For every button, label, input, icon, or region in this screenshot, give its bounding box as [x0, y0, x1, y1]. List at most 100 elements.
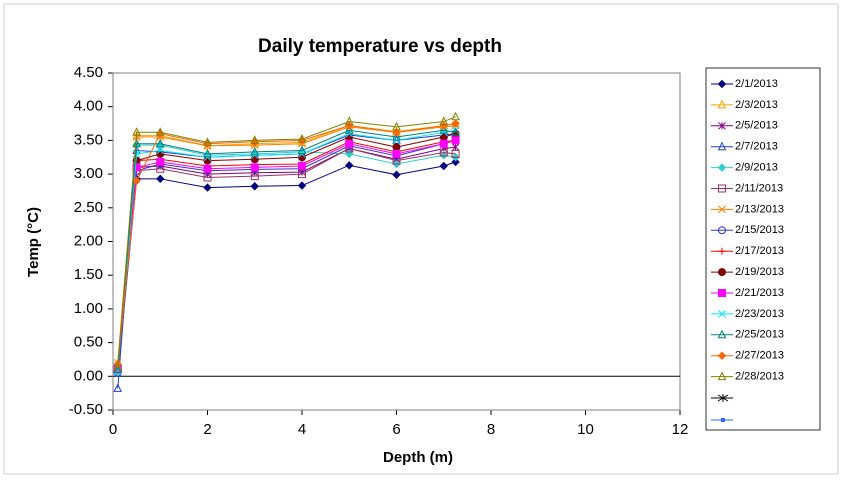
legend-label: 2/15/2013: [735, 224, 784, 236]
series-line: [117, 123, 456, 365]
legend-label: 2/9/2013: [735, 162, 778, 174]
legend-marker: [717, 99, 727, 109]
data-point: [451, 127, 460, 136]
legend-label: 2/7/2013: [735, 141, 778, 153]
data-point: [392, 143, 401, 152]
data-point: [113, 362, 123, 372]
data-point: [203, 164, 212, 173]
data-point: [113, 364, 123, 374]
legend-marker: [718, 289, 726, 297]
data-point: [298, 162, 306, 171]
data-point: [392, 149, 401, 158]
data-point: [297, 133, 307, 143]
chart-frame: [3, 3, 839, 475]
x-tick-label: 2: [203, 421, 211, 438]
legend-marker: [717, 371, 727, 381]
legend-label: 2/1/2013: [735, 78, 778, 90]
data-point: [345, 161, 354, 170]
data-point: [156, 157, 165, 166]
data-point: [203, 137, 212, 146]
series-line: [117, 139, 456, 373]
y-tick-label: 1.00: [74, 300, 103, 317]
series-line: [117, 161, 456, 373]
data-point: [297, 145, 307, 155]
legend-marker: [718, 121, 726, 130]
series-line: [117, 139, 456, 370]
data-point: [250, 163, 259, 172]
data-point: [392, 128, 401, 137]
legend-label: 2/21/2013: [735, 287, 784, 299]
data-point: [392, 131, 401, 141]
legend-marker: [718, 184, 726, 193]
legend-label: 2/13/2013: [735, 203, 784, 215]
data-point: [439, 139, 448, 148]
y-tick-label: 0.50: [74, 334, 103, 351]
y-tick-label: 2.00: [74, 232, 103, 249]
legend-label: 2/17/2013: [735, 245, 784, 257]
plot-area: [112, 72, 681, 411]
data-point: [203, 183, 212, 192]
legend-label: 2/5/2013: [735, 120, 778, 132]
data-point: [451, 149, 460, 158]
data-point: [439, 151, 448, 160]
data-point: [451, 119, 460, 128]
legend-extra: [711, 394, 733, 422]
data-point: [132, 138, 141, 148]
x-tick-label: 12: [672, 421, 689, 438]
y-tick-label: 3.00: [74, 165, 103, 182]
legend-label: 2/28/2013: [735, 371, 784, 383]
legend-marker: [717, 141, 727, 151]
legend-label: 2/11/2013: [735, 182, 783, 194]
data-point: [451, 143, 460, 151]
y-tick-label: 1.50: [74, 266, 103, 283]
chart-title: Daily temperature vs depth: [258, 36, 502, 57]
y-tick-label: 4.50: [74, 64, 103, 81]
legend-marker: [718, 205, 726, 214]
series-line: [117, 146, 456, 370]
series-line: [117, 125, 456, 363]
data-point: [250, 182, 259, 191]
x-tick-label: 8: [487, 421, 495, 438]
legend-marker: [717, 79, 727, 89]
y-tick-label: 0.00: [74, 367, 103, 384]
data-point: [297, 181, 307, 190]
legend-label: 2/23/2013: [735, 308, 784, 320]
data-point: [392, 121, 401, 131]
data-point: [344, 116, 354, 126]
legend-marker: [718, 310, 726, 318]
data-point: [439, 116, 449, 126]
data-point: [298, 153, 307, 162]
y-tick-label: 2.50: [74, 199, 103, 216]
legend-marker: [717, 163, 727, 172]
y-tick-label: 3.50: [74, 131, 103, 148]
legend-marker: [717, 329, 727, 339]
legend-label: 2/27/2013: [735, 350, 784, 362]
data-point: [203, 156, 212, 165]
data-point: [250, 135, 260, 144]
legend-marker: [718, 226, 727, 235]
x-tick-label: 6: [392, 421, 400, 438]
series-line: [117, 139, 456, 369]
y-tick-label: -0.50: [69, 401, 103, 418]
data-point: [156, 174, 165, 184]
data-point: [250, 146, 260, 156]
data-point: [132, 127, 141, 136]
series-line: [117, 144, 456, 373]
data-point: [156, 149, 165, 158]
data-point: [298, 170, 306, 179]
data-point: [345, 139, 354, 148]
y-axis-label: Temp (°C): [25, 207, 42, 277]
data-point: [451, 136, 460, 145]
series-line: [117, 129, 456, 371]
data-point: [113, 383, 123, 392]
x-tick-label: 0: [109, 421, 117, 438]
data-point: [250, 155, 259, 164]
data-point: [439, 161, 448, 171]
x-tick-label: 10: [577, 421, 594, 438]
data-point: [344, 125, 354, 134]
legend-marker: [717, 351, 727, 360]
x-tick-label: 4: [298, 421, 306, 438]
data-point: [392, 170, 401, 179]
x-axis-label: Depth (m): [383, 449, 453, 466]
